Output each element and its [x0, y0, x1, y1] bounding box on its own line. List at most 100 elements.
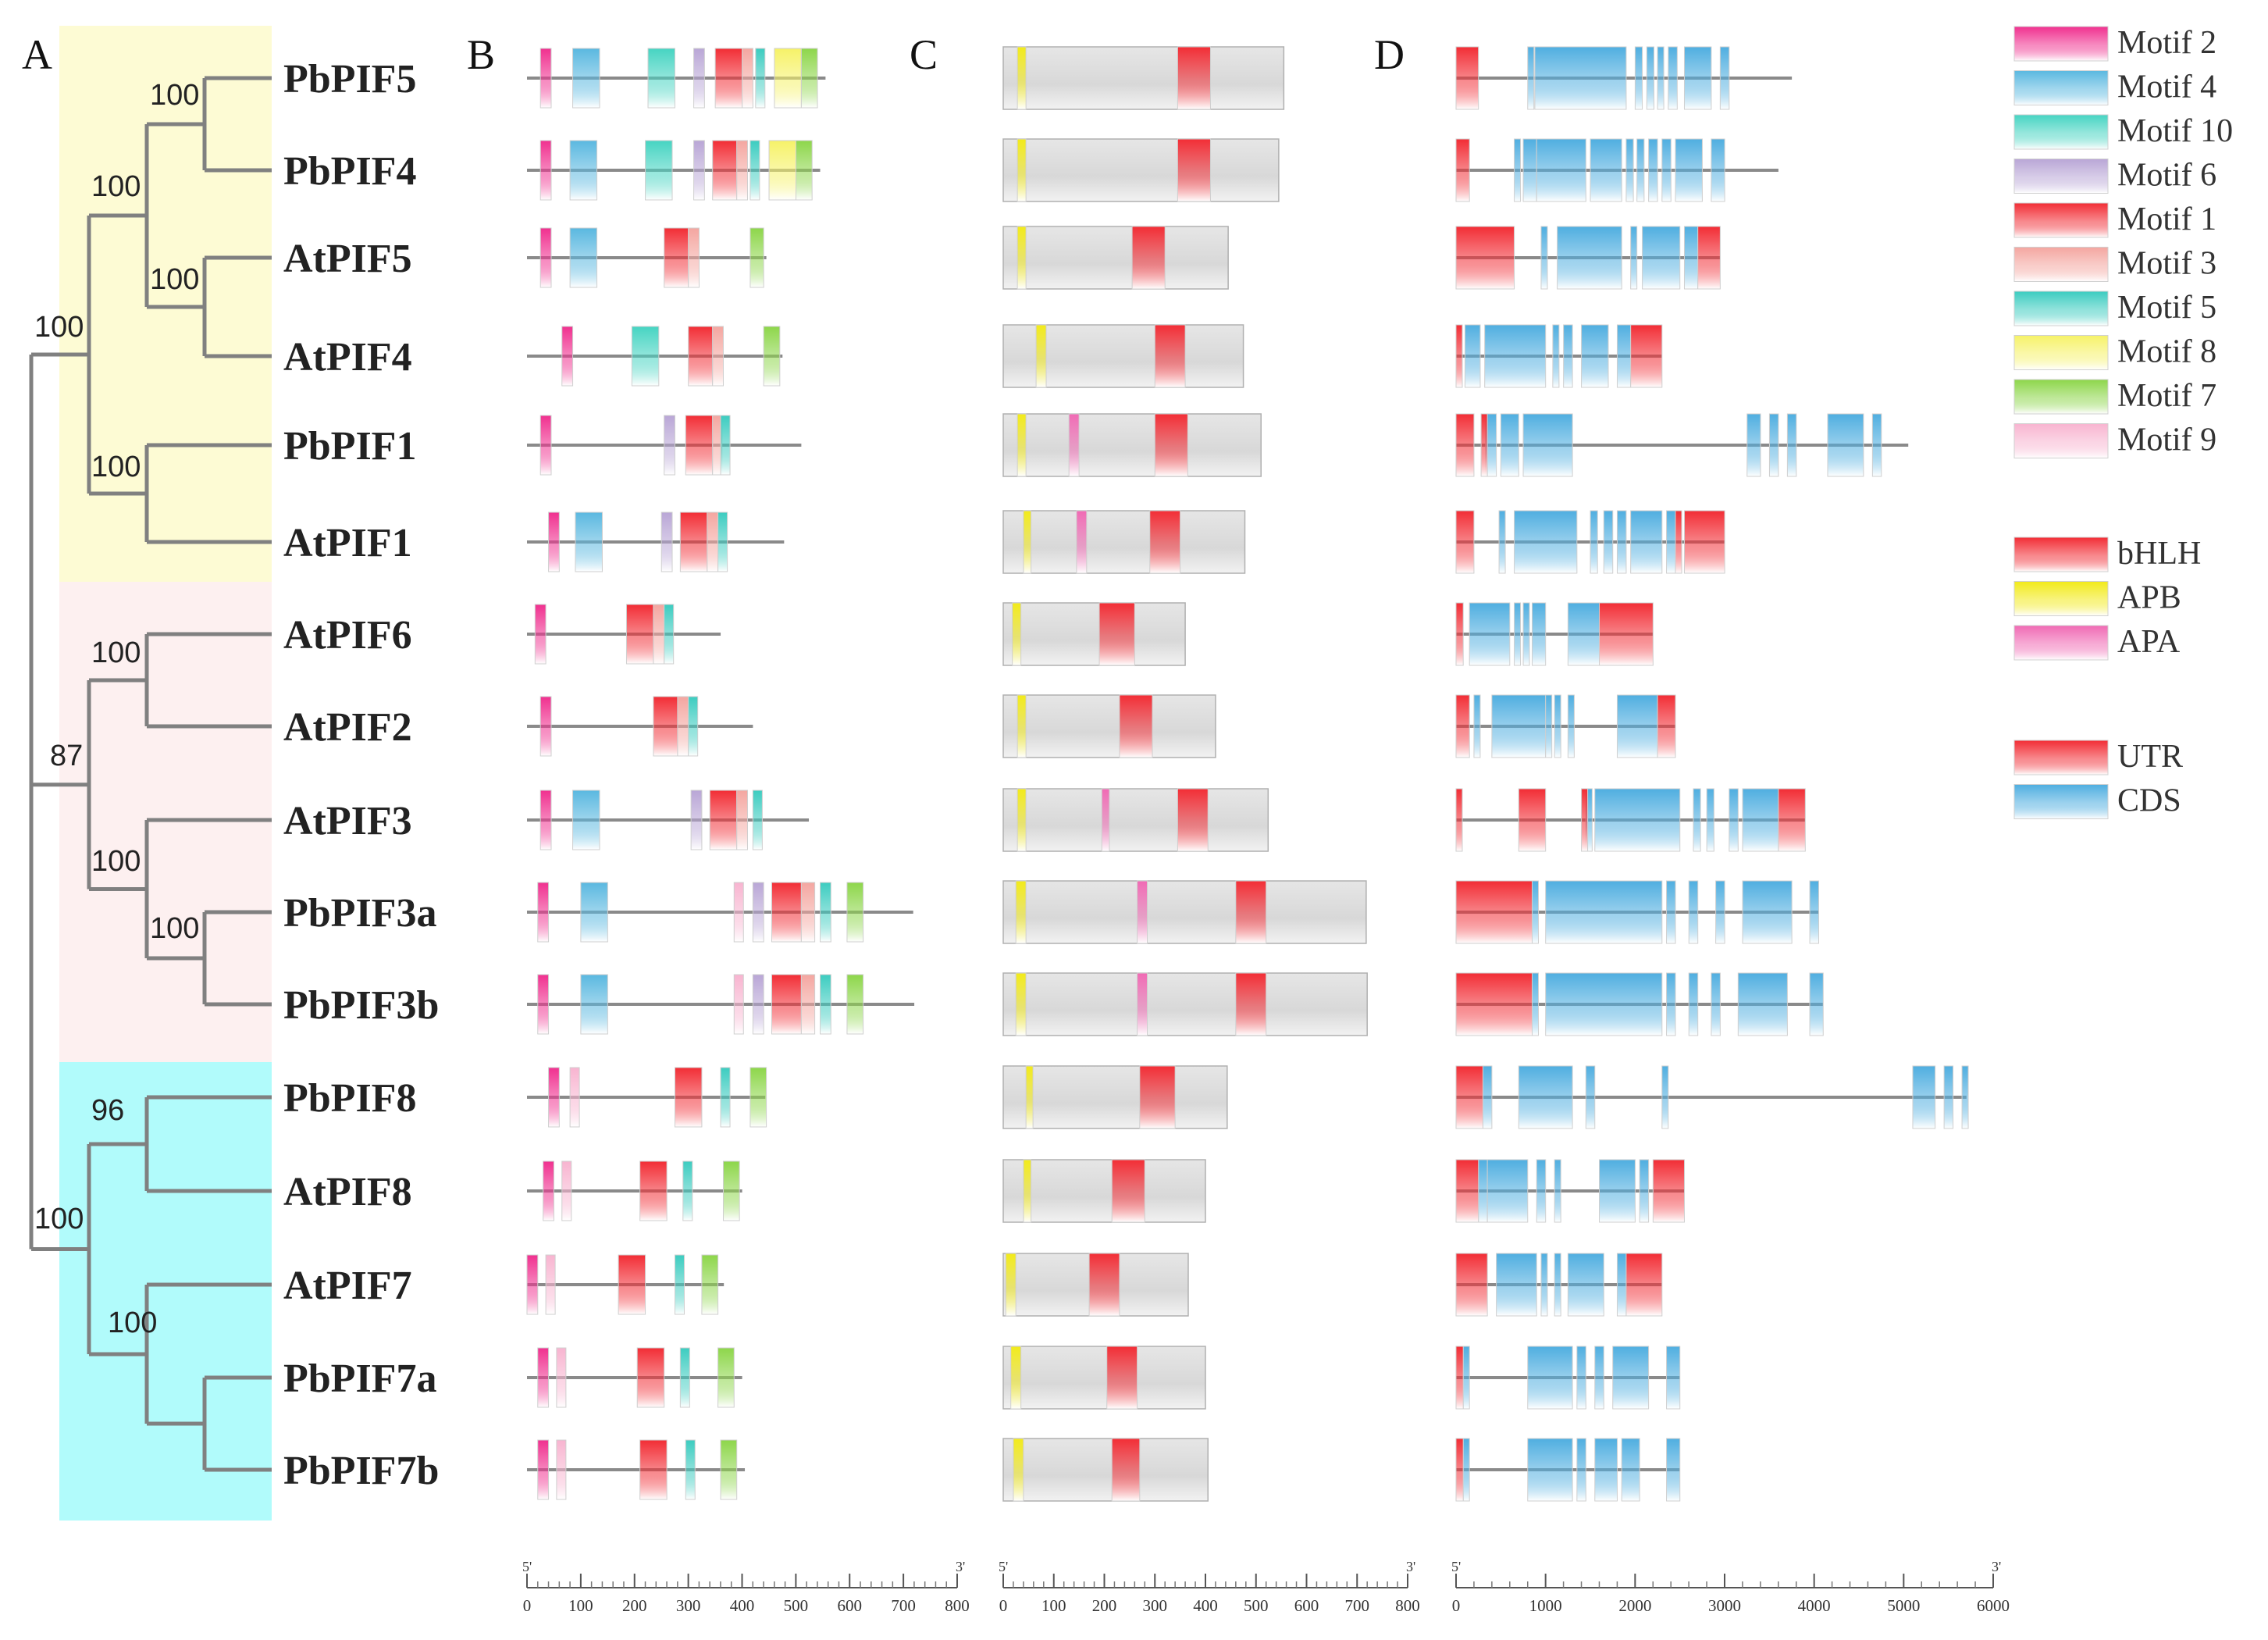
- panel-label-a: A: [22, 31, 52, 78]
- motif-box-motif-6: [660, 512, 673, 572]
- cds-box: [1786, 413, 1797, 477]
- bootstrap-value: 100: [150, 79, 199, 112]
- axis-tick-label: 100: [1041, 1596, 1066, 1615]
- gene-structure-track: [1455, 510, 1725, 574]
- gene-row-pbpif8: PbPIF8: [283, 1065, 1969, 1129]
- axis-tick-label: 0: [523, 1596, 532, 1615]
- gene-structure-track: [1455, 413, 1909, 477]
- motif-box-motif-6: [752, 882, 764, 943]
- domain-track: [1002, 1346, 1206, 1410]
- motif-box-motif-1: [625, 604, 654, 665]
- motif-box-motif-5: [720, 1067, 731, 1128]
- utr-box: [1455, 880, 1533, 944]
- cds-box: [1576, 1346, 1586, 1410]
- axis-tick-label: 800: [945, 1596, 970, 1615]
- cds-box: [1527, 1346, 1573, 1410]
- protein-body: [1002, 138, 1280, 202]
- domain-box-apb: [1017, 413, 1027, 477]
- cds-box: [1746, 413, 1761, 477]
- motif-box-motif-1: [639, 1439, 668, 1500]
- motif-box-motif-10: [631, 326, 660, 387]
- domain-box-apb: [1012, 602, 1022, 666]
- domain-box-apa: [1076, 510, 1088, 574]
- motif-box-motif-6: [690, 790, 703, 850]
- cds-box: [1527, 46, 1535, 110]
- gene-structure-track: [1455, 1253, 1663, 1317]
- cds-box: [1462, 1346, 1470, 1410]
- gene-row-pbpif5: PbPIF5: [283, 46, 1793, 110]
- legend-swatch: [2013, 423, 2109, 458]
- domain-box-bhlh: [1154, 413, 1188, 477]
- utr-box: [1455, 510, 1475, 574]
- cds-box: [1590, 510, 1598, 574]
- legend-swatch: [2013, 625, 2109, 661]
- utr-box: [1480, 413, 1488, 477]
- gene-row-atpif7: AtPIF7: [283, 1253, 1663, 1317]
- domain-box-apb: [1017, 694, 1027, 758]
- motif-box-motif-5: [664, 604, 675, 665]
- cds-box: [1668, 46, 1678, 110]
- bootstrap-value: 100: [150, 912, 199, 945]
- axis-tick-label: 0: [999, 1596, 1008, 1615]
- domain-track: [1002, 1159, 1206, 1223]
- axis-tick-label: 500: [1244, 1596, 1269, 1615]
- cds-box: [1594, 1438, 1618, 1502]
- domain-track: [1002, 226, 1229, 290]
- utr-box: [1455, 324, 1463, 388]
- motif-box-motif-2: [534, 604, 547, 665]
- legend-swatch: [2013, 379, 2109, 415]
- axis-tick-label: 200: [1092, 1596, 1117, 1615]
- cds-box: [1768, 413, 1779, 477]
- cds-box: [1527, 1438, 1573, 1502]
- gene-row-atpif3: AtPIF3: [283, 788, 1806, 852]
- domain-box-bhlh: [1088, 1253, 1120, 1317]
- utr-box: [1455, 46, 1479, 110]
- axis-tick-label: 800: [1395, 1596, 1420, 1615]
- axis-tick-label: 4000: [1798, 1596, 1831, 1615]
- cds-box: [1545, 694, 1553, 758]
- cds-box: [1469, 602, 1511, 666]
- motif-box-motif-1: [771, 974, 802, 1035]
- legend-swatch: [2013, 291, 2109, 326]
- cds-box: [1554, 1253, 1561, 1317]
- motif-track: [527, 882, 913, 943]
- gene-label: PbPIF7b: [283, 1449, 439, 1493]
- motif-box-motif-5: [820, 882, 831, 943]
- cds-box: [1484, 324, 1547, 388]
- motif-box-motif-7: [749, 227, 764, 288]
- gene-label: AtPIF3: [283, 799, 412, 843]
- domain-box-apa: [1101, 788, 1110, 852]
- cds-box: [1621, 1438, 1640, 1502]
- cds-box: [1666, 1438, 1681, 1502]
- cds-box: [1531, 602, 1547, 666]
- cds-box: [1661, 1065, 1669, 1129]
- domain-box-bhlh: [1235, 972, 1267, 1036]
- gene-structure-track: [1455, 1438, 1681, 1502]
- utr-box: [1455, 788, 1463, 852]
- gene-label: AtPIF2: [283, 705, 412, 750]
- utr-box: [1455, 1065, 1483, 1129]
- cds-box: [1554, 1159, 1561, 1223]
- protein-body: [1002, 1159, 1206, 1223]
- cds-box: [1742, 788, 1779, 852]
- motif-box-motif-10: [647, 48, 675, 109]
- gene-label: PbPIF4: [283, 149, 416, 194]
- cds-box: [1594, 788, 1681, 852]
- axis-tick-label: 6000: [1977, 1596, 2010, 1615]
- cds-box: [1706, 788, 1714, 852]
- utr-box: [1581, 788, 1589, 852]
- axis-tick-label: 5000: [1887, 1596, 1920, 1615]
- motif-box-motif-4: [580, 882, 608, 943]
- motif-box-motif-1: [712, 140, 738, 201]
- cds-box: [1661, 138, 1672, 202]
- panel-label-b: B: [467, 31, 495, 78]
- legend-swatch: [2013, 26, 2109, 62]
- motif-track: [527, 140, 821, 201]
- motif-box-motif-5: [679, 1347, 690, 1408]
- motif-box-motif-2: [561, 326, 574, 387]
- motif-box-motif-5: [717, 512, 728, 572]
- protein-body: [1002, 510, 1246, 574]
- cds-box: [1943, 1065, 1954, 1129]
- cds-box: [1715, 880, 1725, 944]
- motif-box-motif-3: [688, 227, 700, 288]
